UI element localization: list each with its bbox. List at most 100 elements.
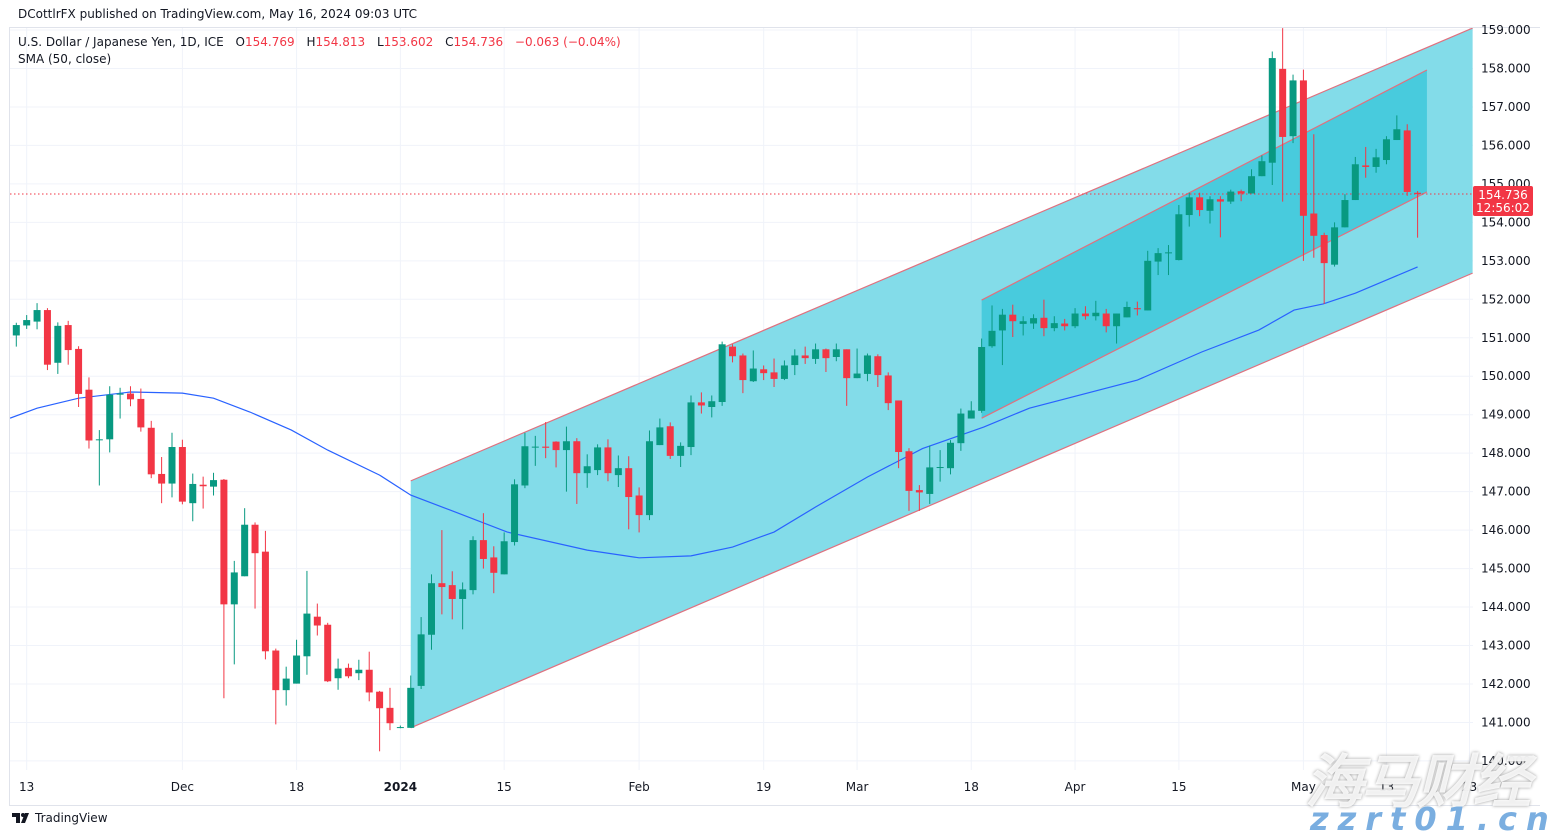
candle [874, 354, 882, 388]
x-tick-label: Mar [846, 780, 869, 794]
candle-body [1154, 253, 1162, 262]
candle-body [1351, 164, 1359, 201]
candle [355, 659, 363, 681]
candle-body [531, 446, 539, 448]
candle [926, 445, 934, 504]
candle-body [1268, 58, 1276, 163]
candle-body [23, 320, 31, 326]
candle [1040, 299, 1048, 337]
candle-body [780, 365, 788, 379]
candle [645, 430, 653, 521]
y-tick-label: 148.000 [1481, 446, 1531, 460]
candle [1237, 189, 1245, 202]
candle [760, 365, 768, 381]
last-price-badge [1473, 186, 1533, 217]
candle [428, 574, 435, 650]
candle [604, 439, 612, 482]
candle [23, 315, 31, 329]
candle [708, 395, 716, 418]
candle-body [490, 557, 498, 573]
x-tick-label: 15 [1171, 780, 1186, 794]
candle [1299, 69, 1307, 261]
candle-body [230, 572, 238, 605]
candle-body [282, 678, 290, 691]
candle [739, 353, 747, 394]
low-value: 153.602 [383, 35, 434, 49]
candle [562, 426, 570, 492]
candle [583, 454, 591, 488]
candle-body [1133, 308, 1141, 310]
candle-body [251, 524, 259, 554]
candle [189, 473, 197, 522]
candle [1009, 304, 1017, 337]
candle-body [168, 447, 176, 484]
close-label: C [445, 35, 454, 49]
y-tick-label: 144.000 [1481, 600, 1531, 614]
candle [791, 349, 799, 376]
symbol-title[interactable]: U.S. Dollar / Japanese Yen, 1D, ICE [18, 35, 224, 49]
candle [1175, 205, 1183, 261]
candle-body [874, 356, 882, 376]
candle-body [95, 439, 103, 441]
x-tick-label: 13 [19, 780, 34, 794]
candle [64, 320, 72, 365]
candle [43, 308, 51, 371]
candle [365, 651, 373, 702]
candle-body [863, 355, 871, 374]
candle-body [365, 669, 373, 693]
candle [1258, 155, 1266, 177]
candle-body [562, 441, 570, 451]
indicator-legend[interactable]: SMA (50, close) [18, 52, 112, 66]
candle [1123, 301, 1131, 318]
y-tick-label: 159.000 [1481, 23, 1531, 37]
candle-body [261, 551, 269, 652]
candle [1393, 115, 1401, 141]
candle-body [1393, 129, 1401, 141]
candle-body [770, 372, 778, 379]
change-value: −0.063 (−0.04%) [514, 35, 621, 49]
candle-body [33, 310, 41, 322]
candle-body [978, 346, 986, 411]
candle [749, 350, 757, 383]
candle-body [1102, 313, 1110, 327]
candle [988, 305, 996, 348]
open-label: O [235, 35, 245, 49]
candle [666, 422, 674, 459]
candle-body [241, 524, 249, 577]
candle [729, 344, 737, 363]
candle [531, 435, 539, 466]
candle [1081, 306, 1089, 320]
y-tick-label: 141.000 [1481, 715, 1531, 729]
candle-body [812, 349, 820, 359]
channel-lower-line-outer [410, 272, 1473, 729]
candle [334, 658, 342, 690]
x-tick-label: 2024 [384, 780, 417, 794]
y-tick-label: 150.000 [1481, 369, 1531, 383]
candle [1061, 318, 1069, 331]
candle [625, 456, 633, 530]
candle-body [1019, 321, 1027, 324]
candle [1196, 192, 1204, 217]
candle-body [998, 314, 1006, 331]
candle [853, 348, 861, 379]
plot-area [10, 28, 1473, 752]
candle [1102, 308, 1110, 333]
candle-body [220, 479, 228, 605]
x-tick-label: 15 [497, 780, 512, 794]
candle [521, 432, 529, 489]
x-tick-label: 13 [1379, 780, 1394, 794]
candle [126, 386, 134, 407]
candle [895, 400, 903, 469]
candle [293, 639, 301, 684]
candle-body [1040, 317, 1048, 329]
candle-body [407, 687, 415, 728]
footer-brand[interactable]: TradingView [12, 811, 108, 825]
candle [344, 663, 352, 679]
candle-body [511, 484, 519, 543]
candle-body [210, 480, 218, 487]
candle-body [313, 616, 321, 626]
last-price-value: 154.736 [1478, 188, 1528, 202]
candle-body [1248, 176, 1256, 194]
candle [178, 439, 186, 505]
